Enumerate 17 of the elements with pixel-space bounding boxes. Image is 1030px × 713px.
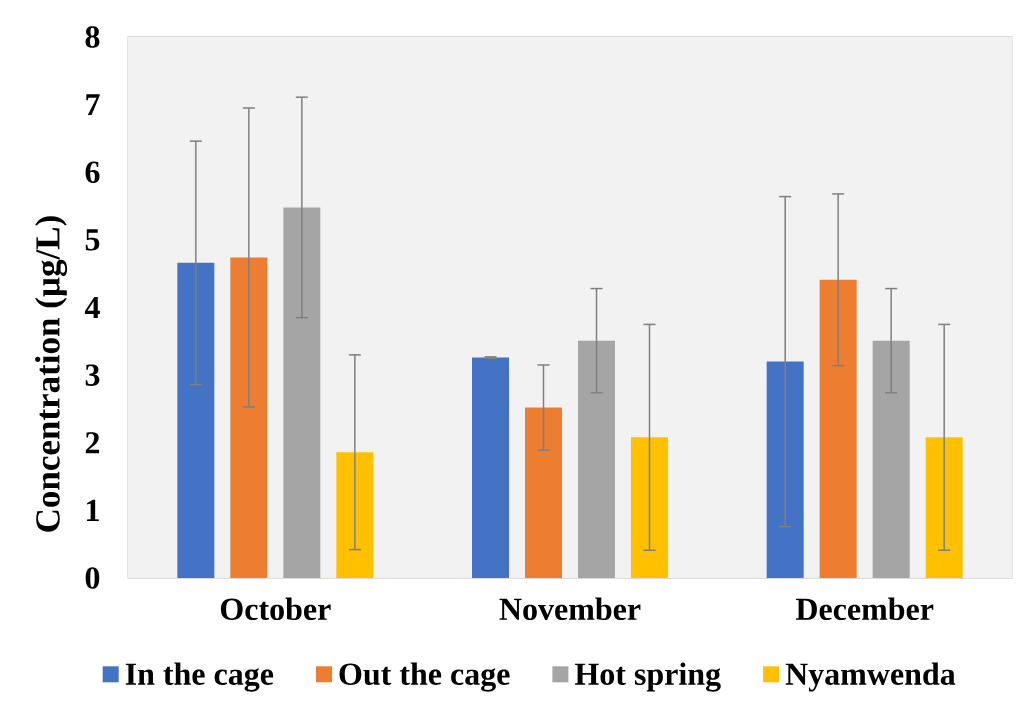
y-tick-label: 4 — [84, 296, 100, 319]
y-tick-label: 8 — [85, 26, 100, 48]
x-tick-label: October — [220, 597, 331, 621]
y-tick-label: 1 — [87, 499, 99, 521]
legend-label: Out the cage — [339, 662, 510, 692]
legend-label: Nyamwenda — [785, 662, 956, 692]
x-tick-label: November — [499, 597, 641, 621]
y-tick-label: 7 — [86, 94, 100, 116]
y-tick-label: 0 — [85, 567, 100, 589]
x-tick-label: December — [795, 597, 934, 621]
y-tick-label: 5 — [85, 229, 100, 251]
y-tick-label: 6 — [85, 161, 100, 184]
y-axis-title: Concentration (µg/L) — [35, 216, 68, 532]
legend-label: In the cage — [125, 662, 274, 692]
y-tick-label: 2 — [85, 432, 100, 454]
legend-label: Hot spring — [574, 662, 721, 692]
y-tick-label: 3 — [85, 364, 100, 386]
